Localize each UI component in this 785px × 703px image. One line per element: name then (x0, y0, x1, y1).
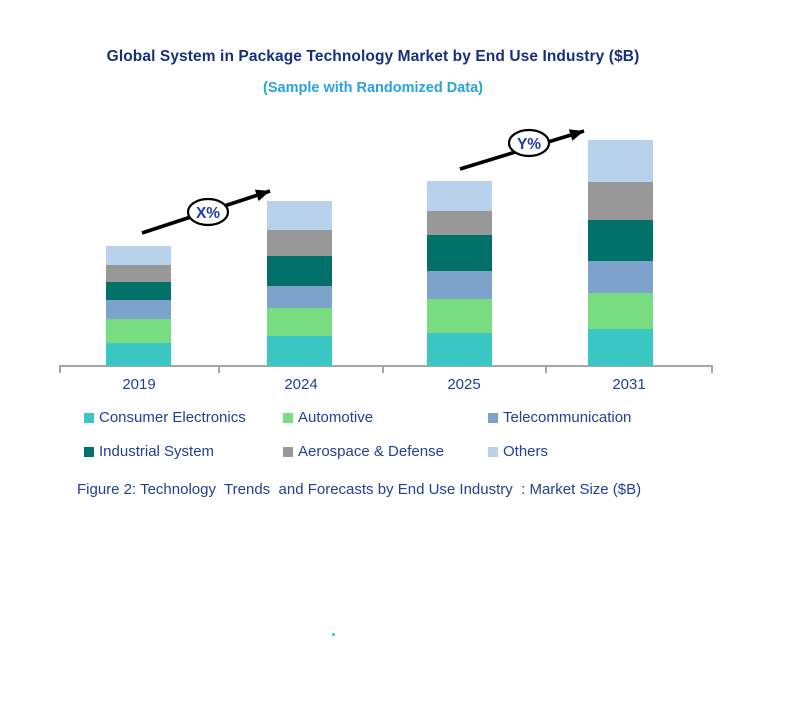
legend-item-aerospace-defense: Aerospace & Defense (283, 443, 444, 461)
aerospace-defense-swatch-icon (283, 447, 293, 457)
bar-segment-2024-aerospace-defense (267, 230, 332, 256)
bar-segment-2031-aerospace-defense (588, 182, 653, 220)
x-axis-label-2031: 2031 (612, 376, 646, 393)
x-axis-label-2025: 2025 (447, 376, 481, 393)
bar-segment-2025-telecommunication (427, 271, 492, 299)
bar-segment-2019-telecommunication (106, 300, 171, 319)
x-axis-tick-0 (59, 366, 61, 373)
bar-segment-2025-consumer-electronics (427, 333, 492, 366)
page-subtitle: (Sample with Randomized Data) (263, 80, 483, 96)
bar-segment-2025-automotive (427, 299, 492, 333)
legend-item-consumer-electronics: Consumer Electronics (84, 409, 246, 427)
consumer-electronics-swatch-icon (84, 413, 94, 423)
figure-caption: Figure 2: Technology Trends and Forecast… (77, 481, 642, 498)
x-axis-tick-4 (711, 366, 713, 373)
bar-segment-2019-aerospace-defense (106, 265, 171, 282)
legend-item-industrial-system: Industrial System (84, 443, 214, 461)
x-axis-tick-1 (218, 366, 220, 373)
bar-segment-2019-automotive (106, 319, 171, 343)
bar-segment-2024-consumer-electronics (267, 336, 332, 366)
legend-item-telecommunication: Telecommunication (488, 409, 631, 427)
bar-segment-2031-others (588, 140, 653, 182)
x-axis-label-2019: 2019 (122, 376, 156, 393)
bar-segment-2024-automotive (267, 308, 332, 336)
bar-segment-2019-consumer-electronics (106, 343, 171, 366)
page-title: Global System in Package Technology Mark… (106, 48, 640, 65)
telecommunication-swatch-icon (488, 413, 498, 423)
automotive-swatch-icon (283, 413, 293, 423)
title-block: Global System in Package Technology Mark… (2, 48, 744, 96)
legend-item-others: Others (488, 443, 548, 461)
bar-segment-2031-automotive (588, 293, 653, 329)
x-axis-tick-2 (382, 366, 384, 373)
bar-segment-2031-industrial-system (588, 220, 653, 261)
x-axis-tick-3 (545, 366, 547, 373)
others-swatch-icon (488, 447, 498, 457)
bar-segment-2019-others (106, 246, 171, 265)
bar-segment-2025-industrial-system (427, 235, 492, 271)
industrial-system-swatch-icon (84, 447, 94, 457)
bar-segment-2024-others (267, 201, 332, 230)
legend-item-automotive: Automotive (283, 409, 373, 427)
bar-segment-2031-consumer-electronics (588, 329, 653, 366)
bar-segment-2024-telecommunication (267, 286, 332, 308)
x-axis-line (59, 365, 713, 367)
bar-segment-2025-aerospace-defense (427, 211, 492, 235)
bar-segment-2025-others (427, 181, 492, 211)
stray-dot (332, 633, 335, 636)
bar-segment-2031-telecommunication (588, 261, 653, 293)
x-axis-label-2024: 2024 (284, 376, 318, 393)
bar-segment-2019-industrial-system (106, 282, 171, 300)
bar-segment-2024-industrial-system (267, 256, 332, 286)
